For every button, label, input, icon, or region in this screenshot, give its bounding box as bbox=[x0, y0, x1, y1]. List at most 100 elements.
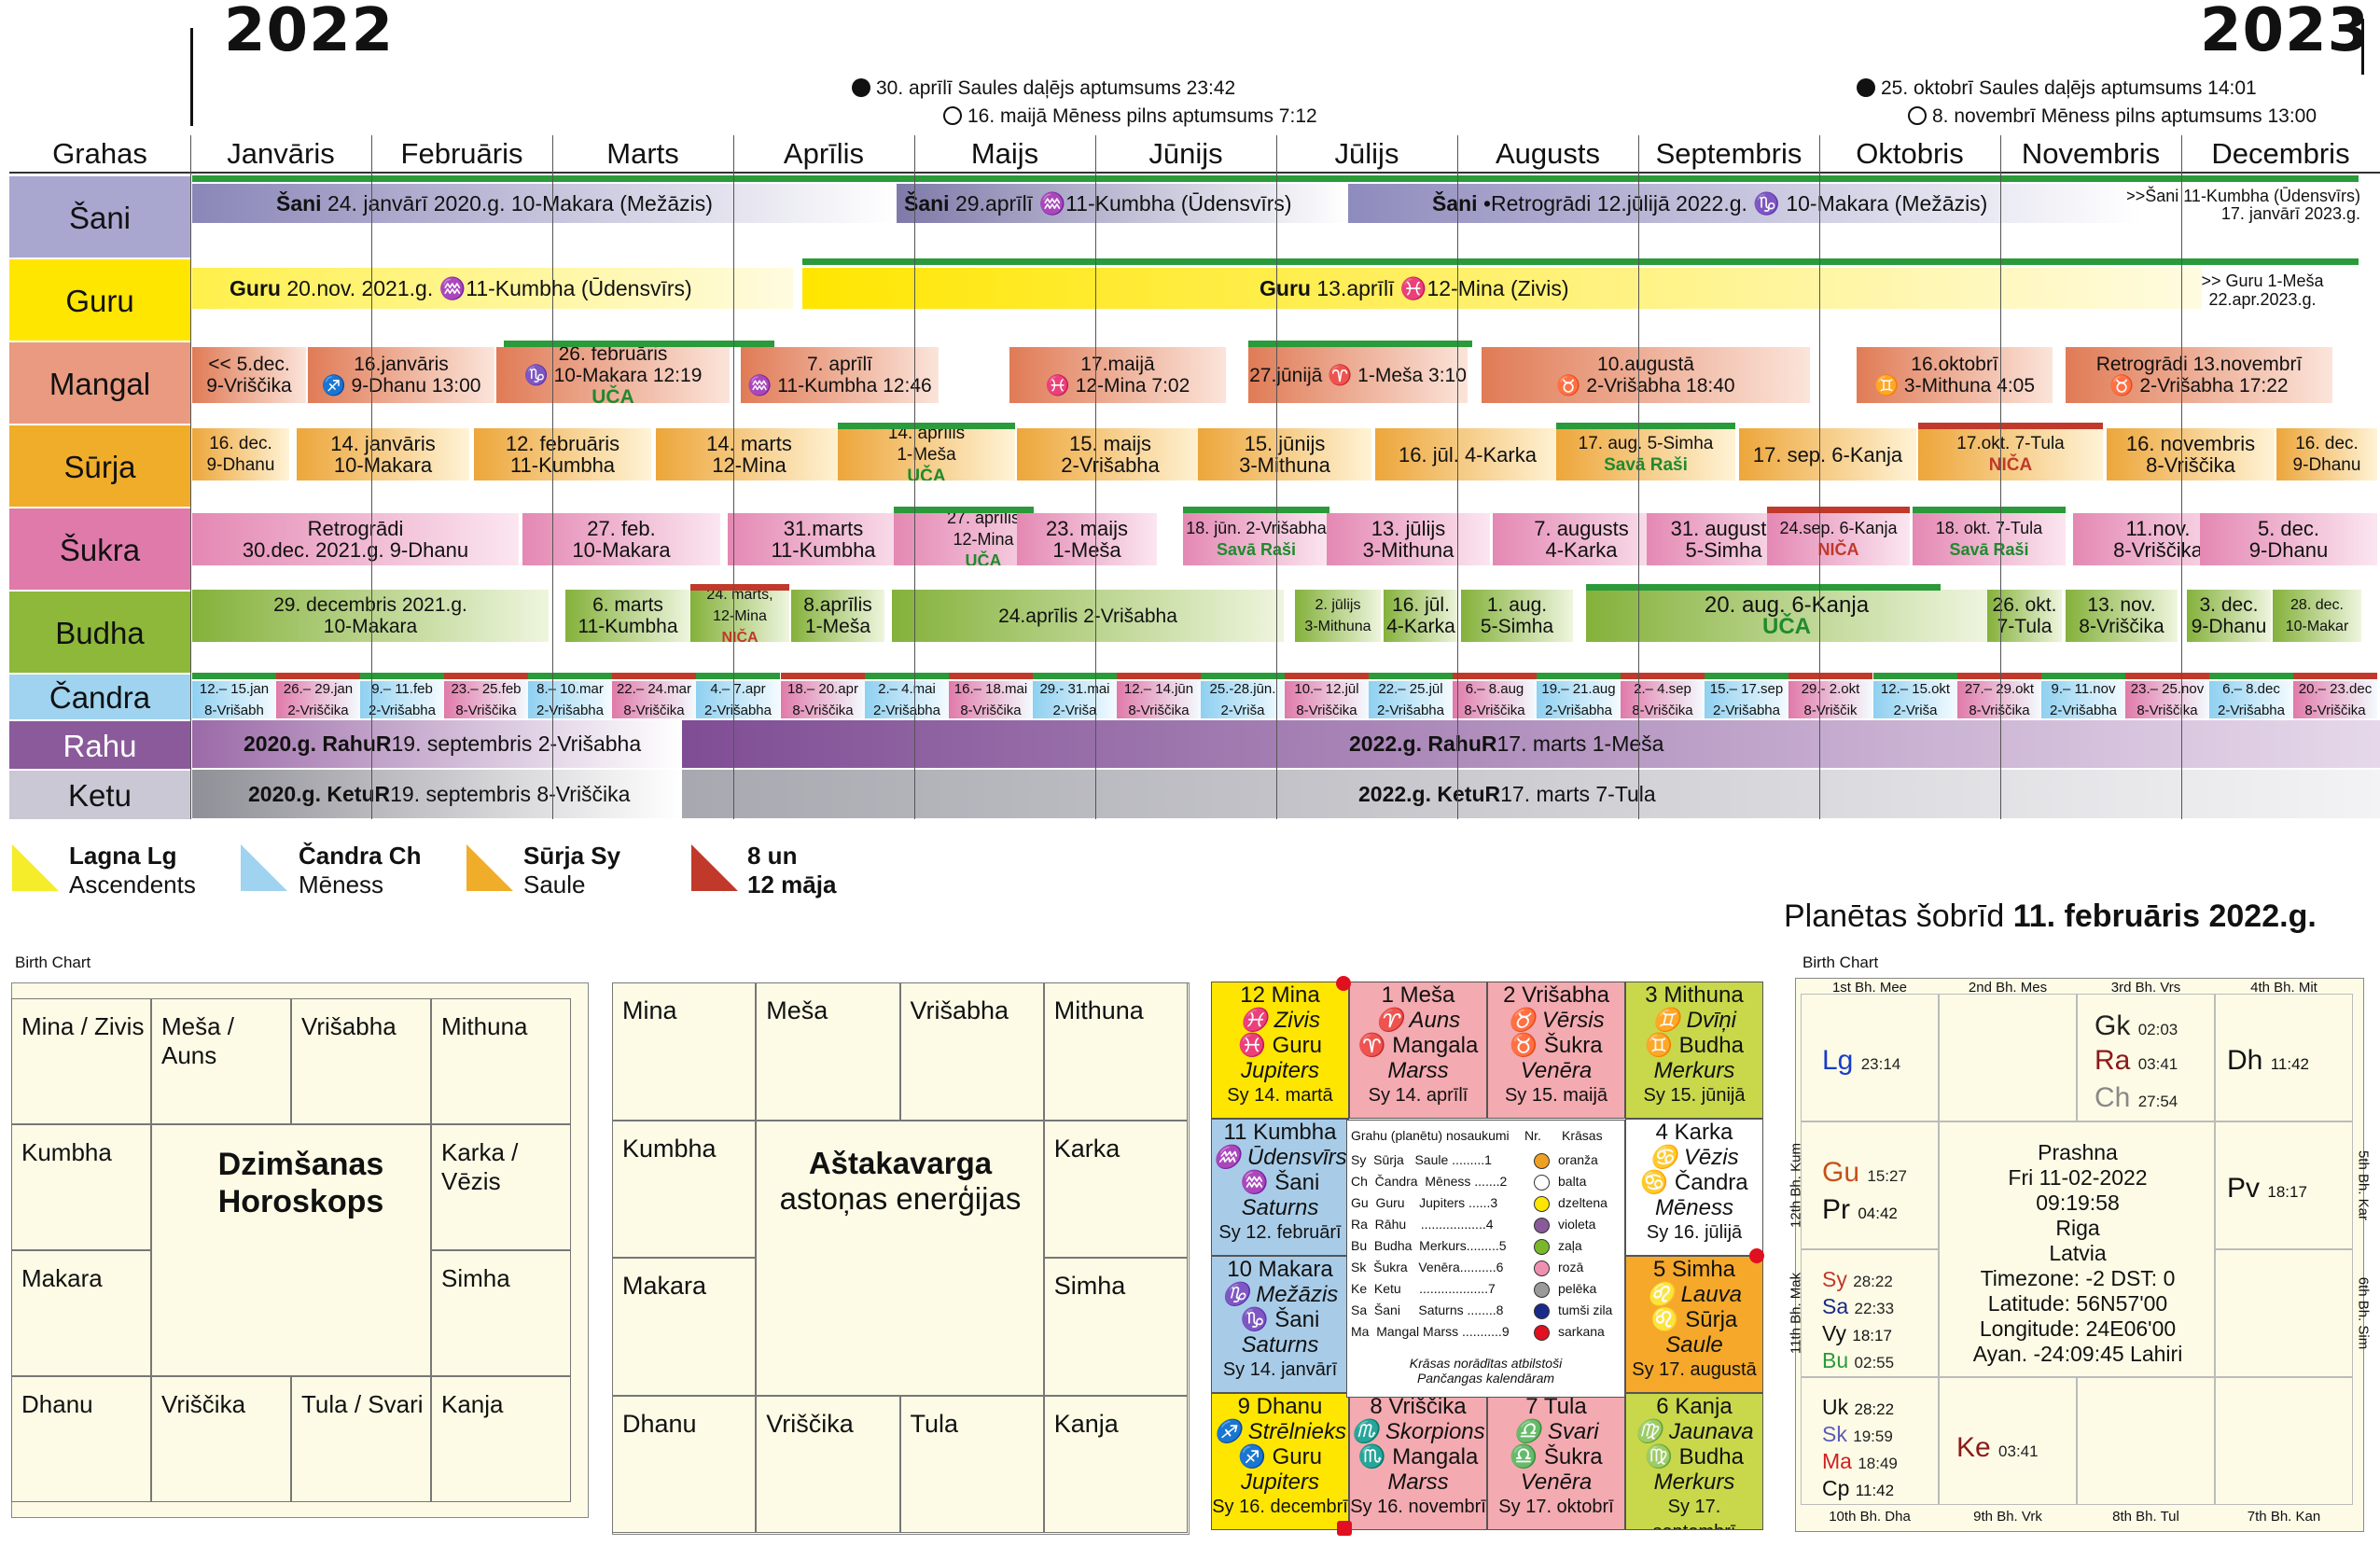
shani-bar-3: Šani •Retrogrādi 12.jūlijā 2022.g. ♑ 10-… bbox=[1348, 184, 2141, 223]
zodiac-l5: Sy 12. februārī bbox=[1218, 1222, 1342, 1243]
eclipse-4: 8. novembrī Mēness pilns aptumsums 13:00 bbox=[1908, 103, 2317, 130]
row-label-ketu: Ketu bbox=[9, 769, 190, 819]
candra-bar: 29.- 31.mai 2-Vriša bbox=[1033, 681, 1118, 718]
zodiac-l4: Marss bbox=[1387, 1058, 1449, 1083]
eclipse-2: 16. maijā Mēness pilns aptumsums 7:12 bbox=[943, 103, 1317, 130]
bar-line-1: 9.– 11.nov bbox=[2051, 681, 2116, 697]
budha-bar: 16. jūl. 4-Karka bbox=[1384, 590, 1458, 642]
zodiac-l3: ♒ Šani bbox=[1240, 1170, 1320, 1195]
bar-line-1: 16. novembris bbox=[2125, 432, 2256, 455]
zodiac-l2: ♍ Jaunava bbox=[1635, 1419, 1754, 1444]
year-divider-right bbox=[2361, 19, 2364, 75]
zodiac-sign-cell: 3 Mithuna ♊ Dvīņi ♊ Budha Merkurs Sy 15. jūn… bbox=[1625, 982, 1763, 1119]
zodiac-sign-cell: 10 Makara ♑ Mežāzis ♑ Šani Saturns Sy 14. ja… bbox=[1211, 1256, 1349, 1393]
zodiac-l2: ♏ Skorpions bbox=[1351, 1419, 1485, 1444]
planet-gu: Gu 15:27 bbox=[1822, 1157, 1907, 1188]
dz-house-label: Mithuna bbox=[441, 1012, 528, 1040]
ast-house-label: Kanja bbox=[1053, 1409, 1119, 1438]
planet-line: Gu Guru Jupiters ......3 bbox=[1351, 1195, 1498, 1210]
zodiac-l3: ♈ Mangala bbox=[1357, 1033, 1479, 1058]
budha-bar: 2. jūlijs 3-Mithuna bbox=[1295, 590, 1381, 642]
candra-bar: 9.– 11.nov 2-Vrišabha bbox=[2041, 681, 2126, 718]
dz-house-cell: Karka / Vēzis bbox=[431, 1124, 571, 1250]
candra-marker bbox=[360, 673, 444, 679]
shukra-red bbox=[1767, 507, 1910, 513]
bar-line-2: 8-Vriščika bbox=[2079, 616, 2164, 637]
candra-bar: 6.– 8.dec 2-Vrišabha bbox=[2209, 681, 2294, 718]
color-name: oranža bbox=[1558, 1152, 1598, 1167]
candra-marker bbox=[2041, 673, 2125, 679]
bar-line-2: 10-Makara bbox=[572, 538, 671, 562]
bar-line-2: 8-Vriščika bbox=[1464, 703, 1525, 718]
zodiac-l3: ♓ Guru bbox=[1238, 1033, 1322, 1058]
bar-line-2: 2-Vriša bbox=[1220, 703, 1265, 718]
month-label: Augusts bbox=[1495, 137, 1600, 170]
shukra-bar: 7. augusts 4-Karka bbox=[1493, 513, 1670, 565]
solar-eclipse-icon bbox=[1857, 78, 1875, 97]
legend-footer: Krāsas norādītas atbilstoši Pančangas kal… bbox=[1409, 1356, 1563, 1386]
candra-bar: 23.– 25.nov 8-Vriščika bbox=[2125, 681, 2210, 718]
dz-house-label: Kanja bbox=[441, 1390, 504, 1418]
bar-line-2: 8-Vrišabh bbox=[204, 703, 264, 718]
ast-house-cell: Vrišabha bbox=[899, 982, 1044, 1121]
bar-line-2: 10-Makara bbox=[323, 616, 418, 637]
candra-marker bbox=[1453, 673, 1537, 679]
bar-line-2: 2-Vrišabha bbox=[1545, 703, 1612, 718]
bar-line-2: 11-Kumbha bbox=[509, 453, 616, 477]
candra-bar: 12.– 15.okt 2-Vriša bbox=[1873, 681, 1958, 718]
eclipse-3: 25. oktobrī Saules daļējs aptumsums 14:0… bbox=[1857, 75, 2257, 102]
house-bottom-label: 9th Bh. Vrk bbox=[1973, 1509, 2042, 1525]
zodiac-l5: Sy 14. martā bbox=[1227, 1085, 1333, 1106]
bar-line-1: 27.– 29.okt bbox=[1964, 681, 2035, 697]
dz-house-cell: Meša / Auns bbox=[151, 998, 291, 1124]
planet-line: Sk Šukra Venēra..........6 bbox=[1351, 1260, 1504, 1274]
zodiac-l3: ♎ Šukra bbox=[1510, 1444, 1603, 1469]
candra-bar: 2.– 4.sep 8-Vriščika bbox=[1621, 681, 1705, 718]
ast-house-label: Simha bbox=[1053, 1272, 1126, 1300]
mangal-green bbox=[1248, 341, 1472, 347]
bar-line-1: 4.– 7.apr bbox=[710, 681, 766, 697]
dz-house-label: Tula / Svari bbox=[301, 1390, 424, 1418]
zodiac-l2: ♌ Lauva bbox=[1647, 1282, 1742, 1307]
planet-ch: Ch 27:54 bbox=[2095, 1082, 2178, 1113]
prashna-info-line: 09:19:58 bbox=[2036, 1191, 2120, 1215]
bar-line-1: 26.– 29.jan bbox=[283, 681, 354, 697]
bar-line-2: 9-Dhanu bbox=[206, 455, 275, 475]
bar-line-2: 2-Vrišabha bbox=[873, 703, 940, 718]
surja-green bbox=[1556, 423, 1735, 429]
zodiac-l5: Sy 15. jūnijā bbox=[1643, 1085, 1746, 1106]
legend-candra: Čandra Ch Mēness bbox=[299, 842, 422, 898]
candra-bar: 20.– 23.dec 8-Vriščika bbox=[2293, 681, 2378, 718]
candra-marker bbox=[1957, 673, 2041, 679]
shukra-bar: 18. okt. 7-Tula Savā Raši bbox=[1913, 513, 2066, 565]
zodiac-l2: ♊ Dvīņi bbox=[1652, 1008, 1736, 1033]
month-divider bbox=[371, 135, 372, 819]
legend-lagna: Lagna Lg Ascendents bbox=[69, 842, 196, 898]
bar-line-1: 12.– 14.jūn bbox=[1123, 681, 1194, 697]
bar-line-1: 31. augusts bbox=[1670, 517, 1777, 540]
zodiac-l5: Sy 14. janvārī bbox=[1222, 1359, 1338, 1380]
bar-line-2: 1-Meša bbox=[1052, 538, 1121, 562]
budha-bar: 28. dec. 10-Makar bbox=[2273, 590, 2361, 642]
bar-line-1: 28. dec. bbox=[2290, 597, 2344, 613]
bar-line-2: 3-Mithuna bbox=[1362, 538, 1454, 562]
zodiac-l1: 5 Simha bbox=[1652, 1257, 1736, 1282]
zodiac-l3: ♐ Guru bbox=[1238, 1444, 1322, 1469]
prashna-info-line: Latitude: 56N57'00 bbox=[1987, 1291, 2168, 1316]
candra-marker bbox=[2209, 673, 2293, 679]
bar-line-1: 23.– 25.feb bbox=[451, 681, 522, 697]
candra-bar: 22.– 25.jūl 2-Vrišabha bbox=[1369, 681, 1454, 718]
dz-house-label: Vriščika bbox=[161, 1390, 246, 1418]
bar-line-1: 16. jūl. bbox=[1392, 594, 1450, 616]
prashna-house-cell bbox=[1801, 1249, 1939, 1377]
row-label-rahu: Rahu bbox=[9, 719, 190, 769]
birth-chart-label: Birth Chart bbox=[15, 954, 91, 971]
zodiac-l1: 8 Vriščika bbox=[1370, 1394, 1467, 1419]
planet-vy: Vy 18:17 bbox=[1822, 1321, 1892, 1345]
candra-bar: 18.– 20.apr 8-Vriščika bbox=[781, 681, 866, 718]
color-name: pelēka bbox=[1558, 1281, 1597, 1296]
shani-bar-2: Šani 29.aprīlī ♒11-Kumbha (Ūdensvīrs) bbox=[897, 184, 1347, 223]
zodiac-l2: ♐ Strēlnieks bbox=[1214, 1419, 1346, 1444]
dz-house-label: Karka / Vēzis bbox=[441, 1138, 519, 1195]
bar-line-2: ♊ 3-Mithuna 4:05 bbox=[1873, 375, 2036, 397]
